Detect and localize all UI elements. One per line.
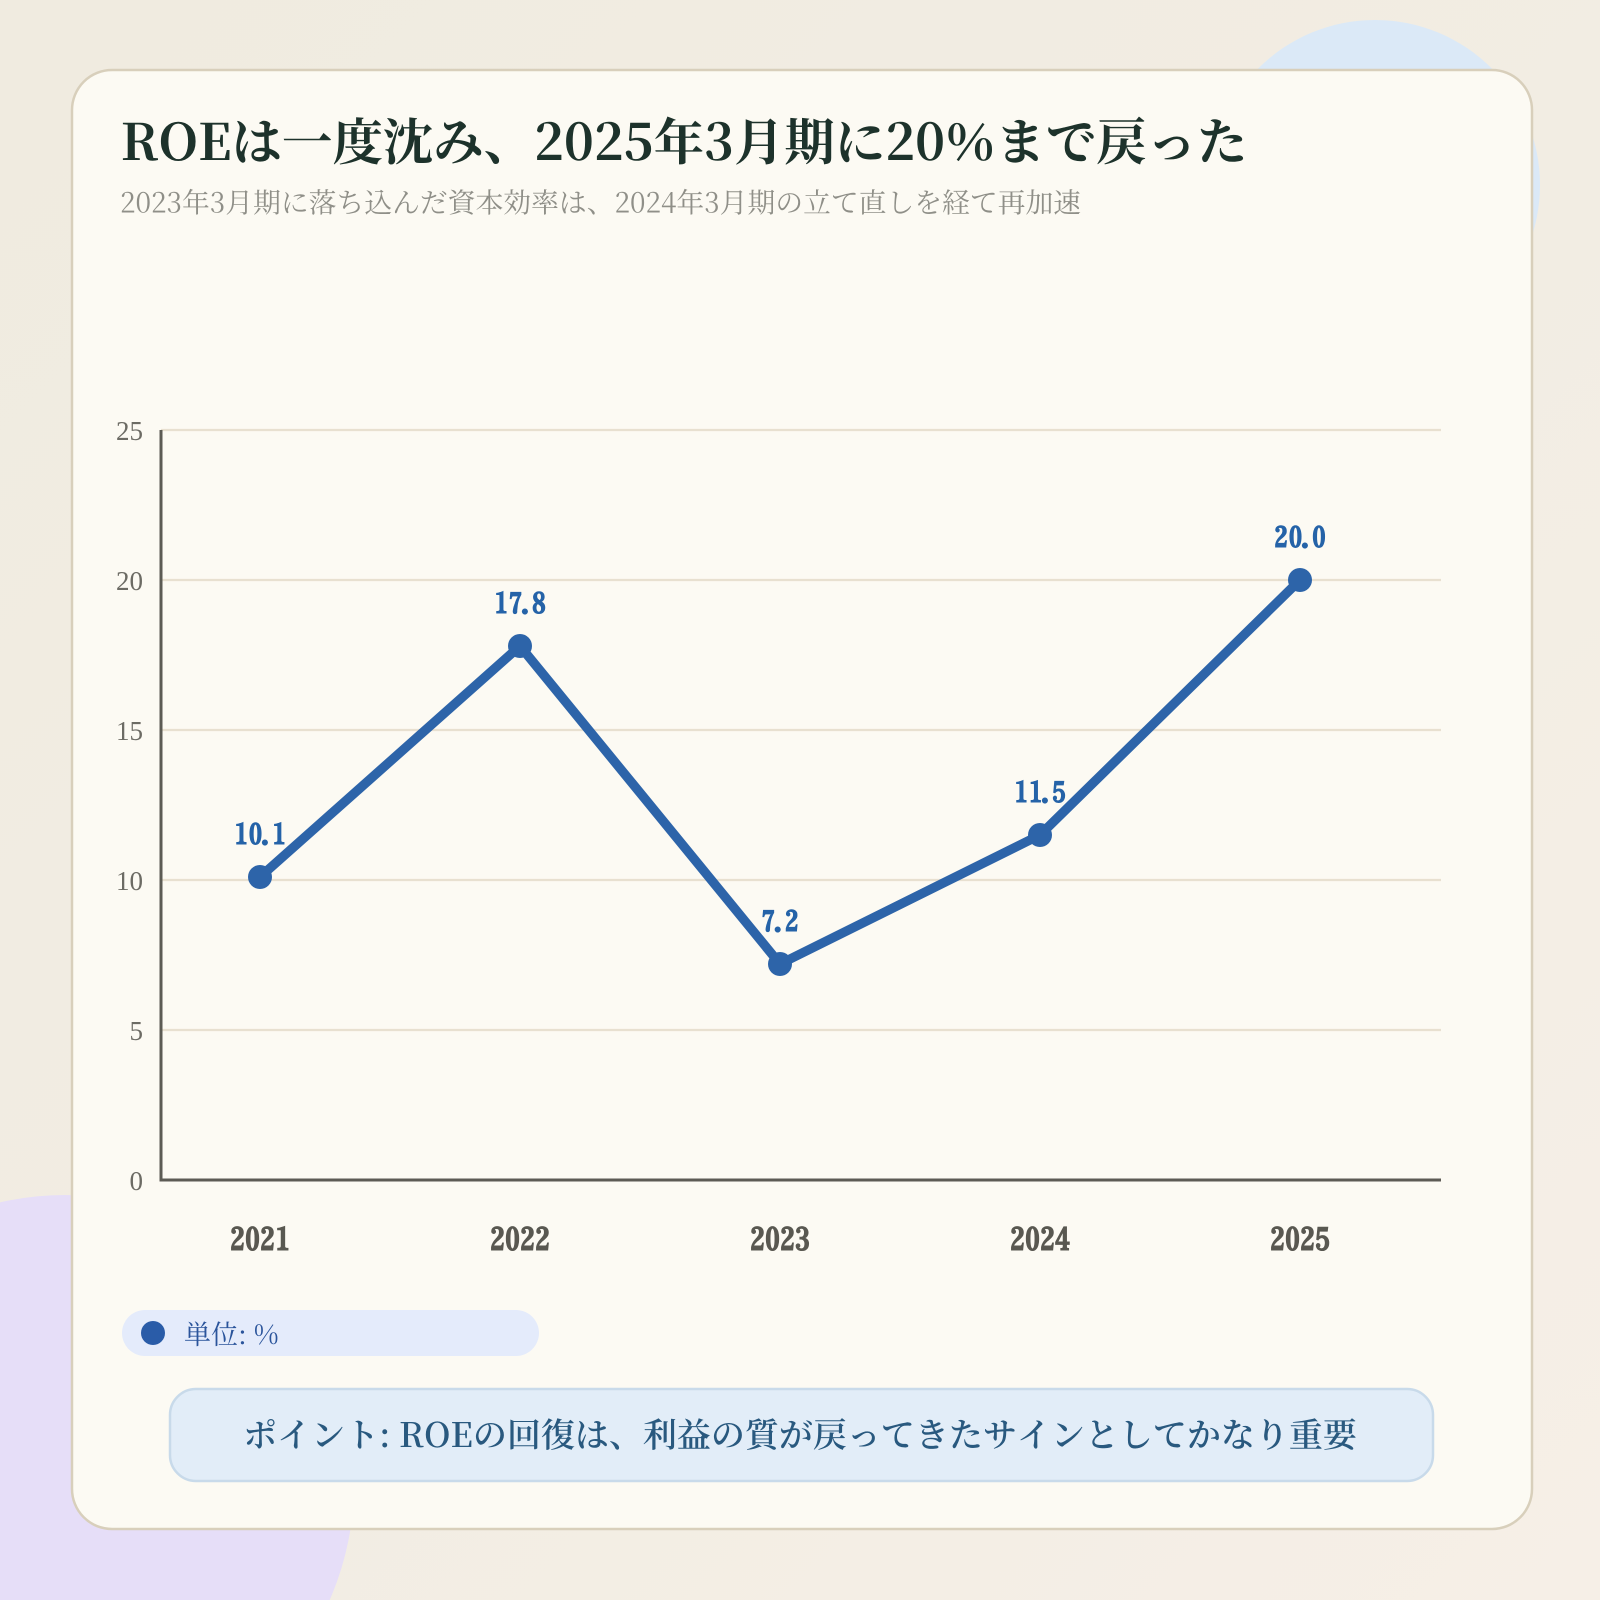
svg-text:20: 20 (116, 566, 143, 596)
svg-text:0: 0 (130, 1166, 144, 1196)
svg-text:5: 5 (130, 1016, 144, 1046)
svg-text:10: 10 (116, 866, 143, 896)
svg-text:25: 25 (116, 416, 143, 446)
svg-text:15: 15 (116, 716, 143, 746)
